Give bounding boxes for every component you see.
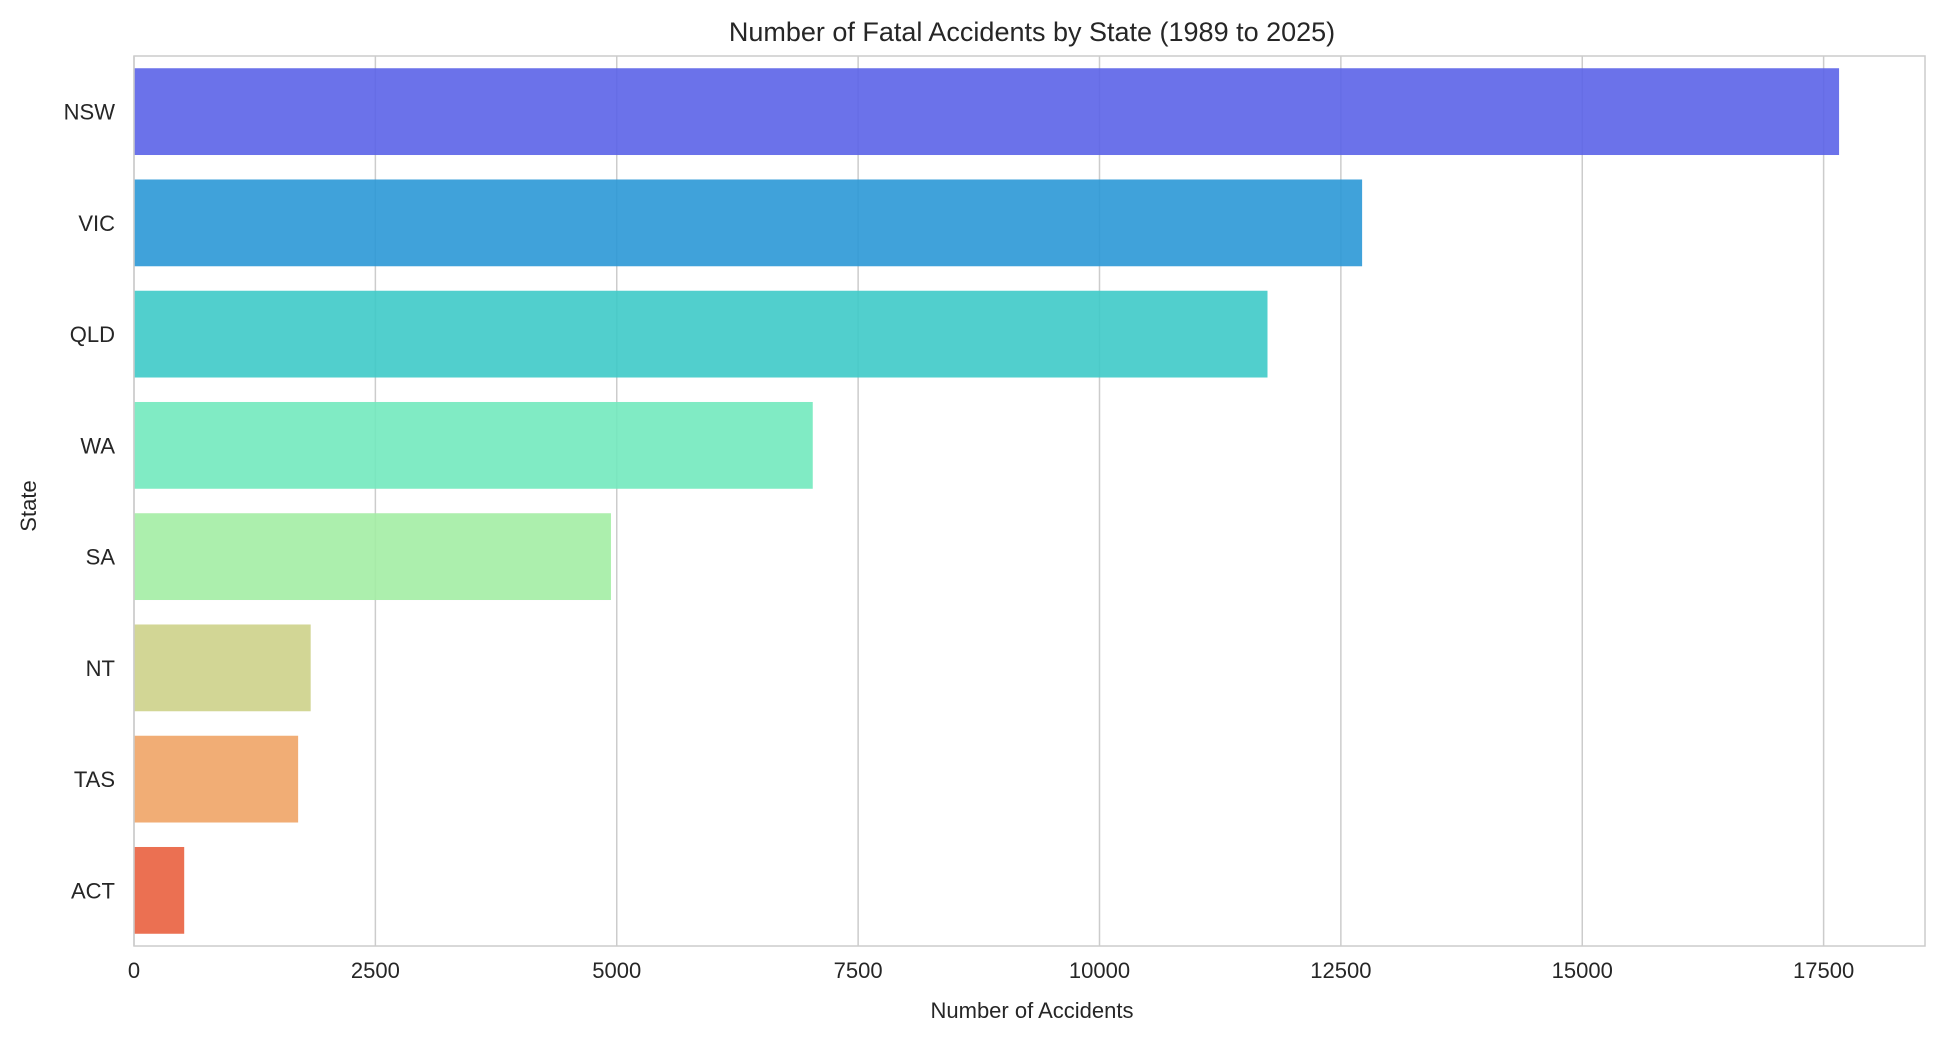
x-tick-label: 5000	[592, 958, 641, 983]
x-tick-label: 10000	[1069, 958, 1130, 983]
y-tick-label: SA	[86, 545, 116, 570]
y-tick-label: WA	[80, 433, 115, 458]
y-tick-label: NSW	[64, 100, 116, 125]
plot-frame	[133, 55, 1926, 947]
x-tick-labels: 0 2500 5000 7500 10000 12500 15000 17500	[128, 958, 1854, 983]
chart-title: Number of Fatal Accidents by State (1989…	[729, 17, 1335, 47]
x-tick-label: 0	[128, 958, 140, 983]
y-tick-label: VIC	[78, 211, 115, 236]
x-tick-label: 12500	[1310, 958, 1371, 983]
y-tick-label: NT	[86, 656, 115, 681]
y-tick-label: ACT	[71, 878, 115, 903]
bars	[134, 68, 1840, 934]
y-axis-label: State	[16, 480, 41, 531]
y-tick-label: TAS	[74, 767, 115, 792]
y-tick-labels: NSW VIC QLD WA SA NT TAS ACT	[64, 100, 116, 904]
x-tick-label: 2500	[351, 958, 400, 983]
x-tick-label: 17500	[1793, 958, 1854, 983]
bar-wa	[134, 401, 813, 489]
y-tick-label: QLD	[70, 322, 115, 347]
bar-nsw	[134, 68, 1840, 156]
x-tick-label: 15000	[1552, 958, 1613, 983]
bar-nt	[134, 624, 311, 712]
bar-qld	[134, 290, 1268, 378]
bar-vic	[134, 179, 1363, 267]
bar-act	[134, 846, 185, 934]
x-axis-label: Number of Accidents	[931, 998, 1134, 1023]
x-tick-label: 7500	[834, 958, 883, 983]
bar-tas	[134, 735, 299, 823]
bar-sa	[134, 513, 611, 601]
